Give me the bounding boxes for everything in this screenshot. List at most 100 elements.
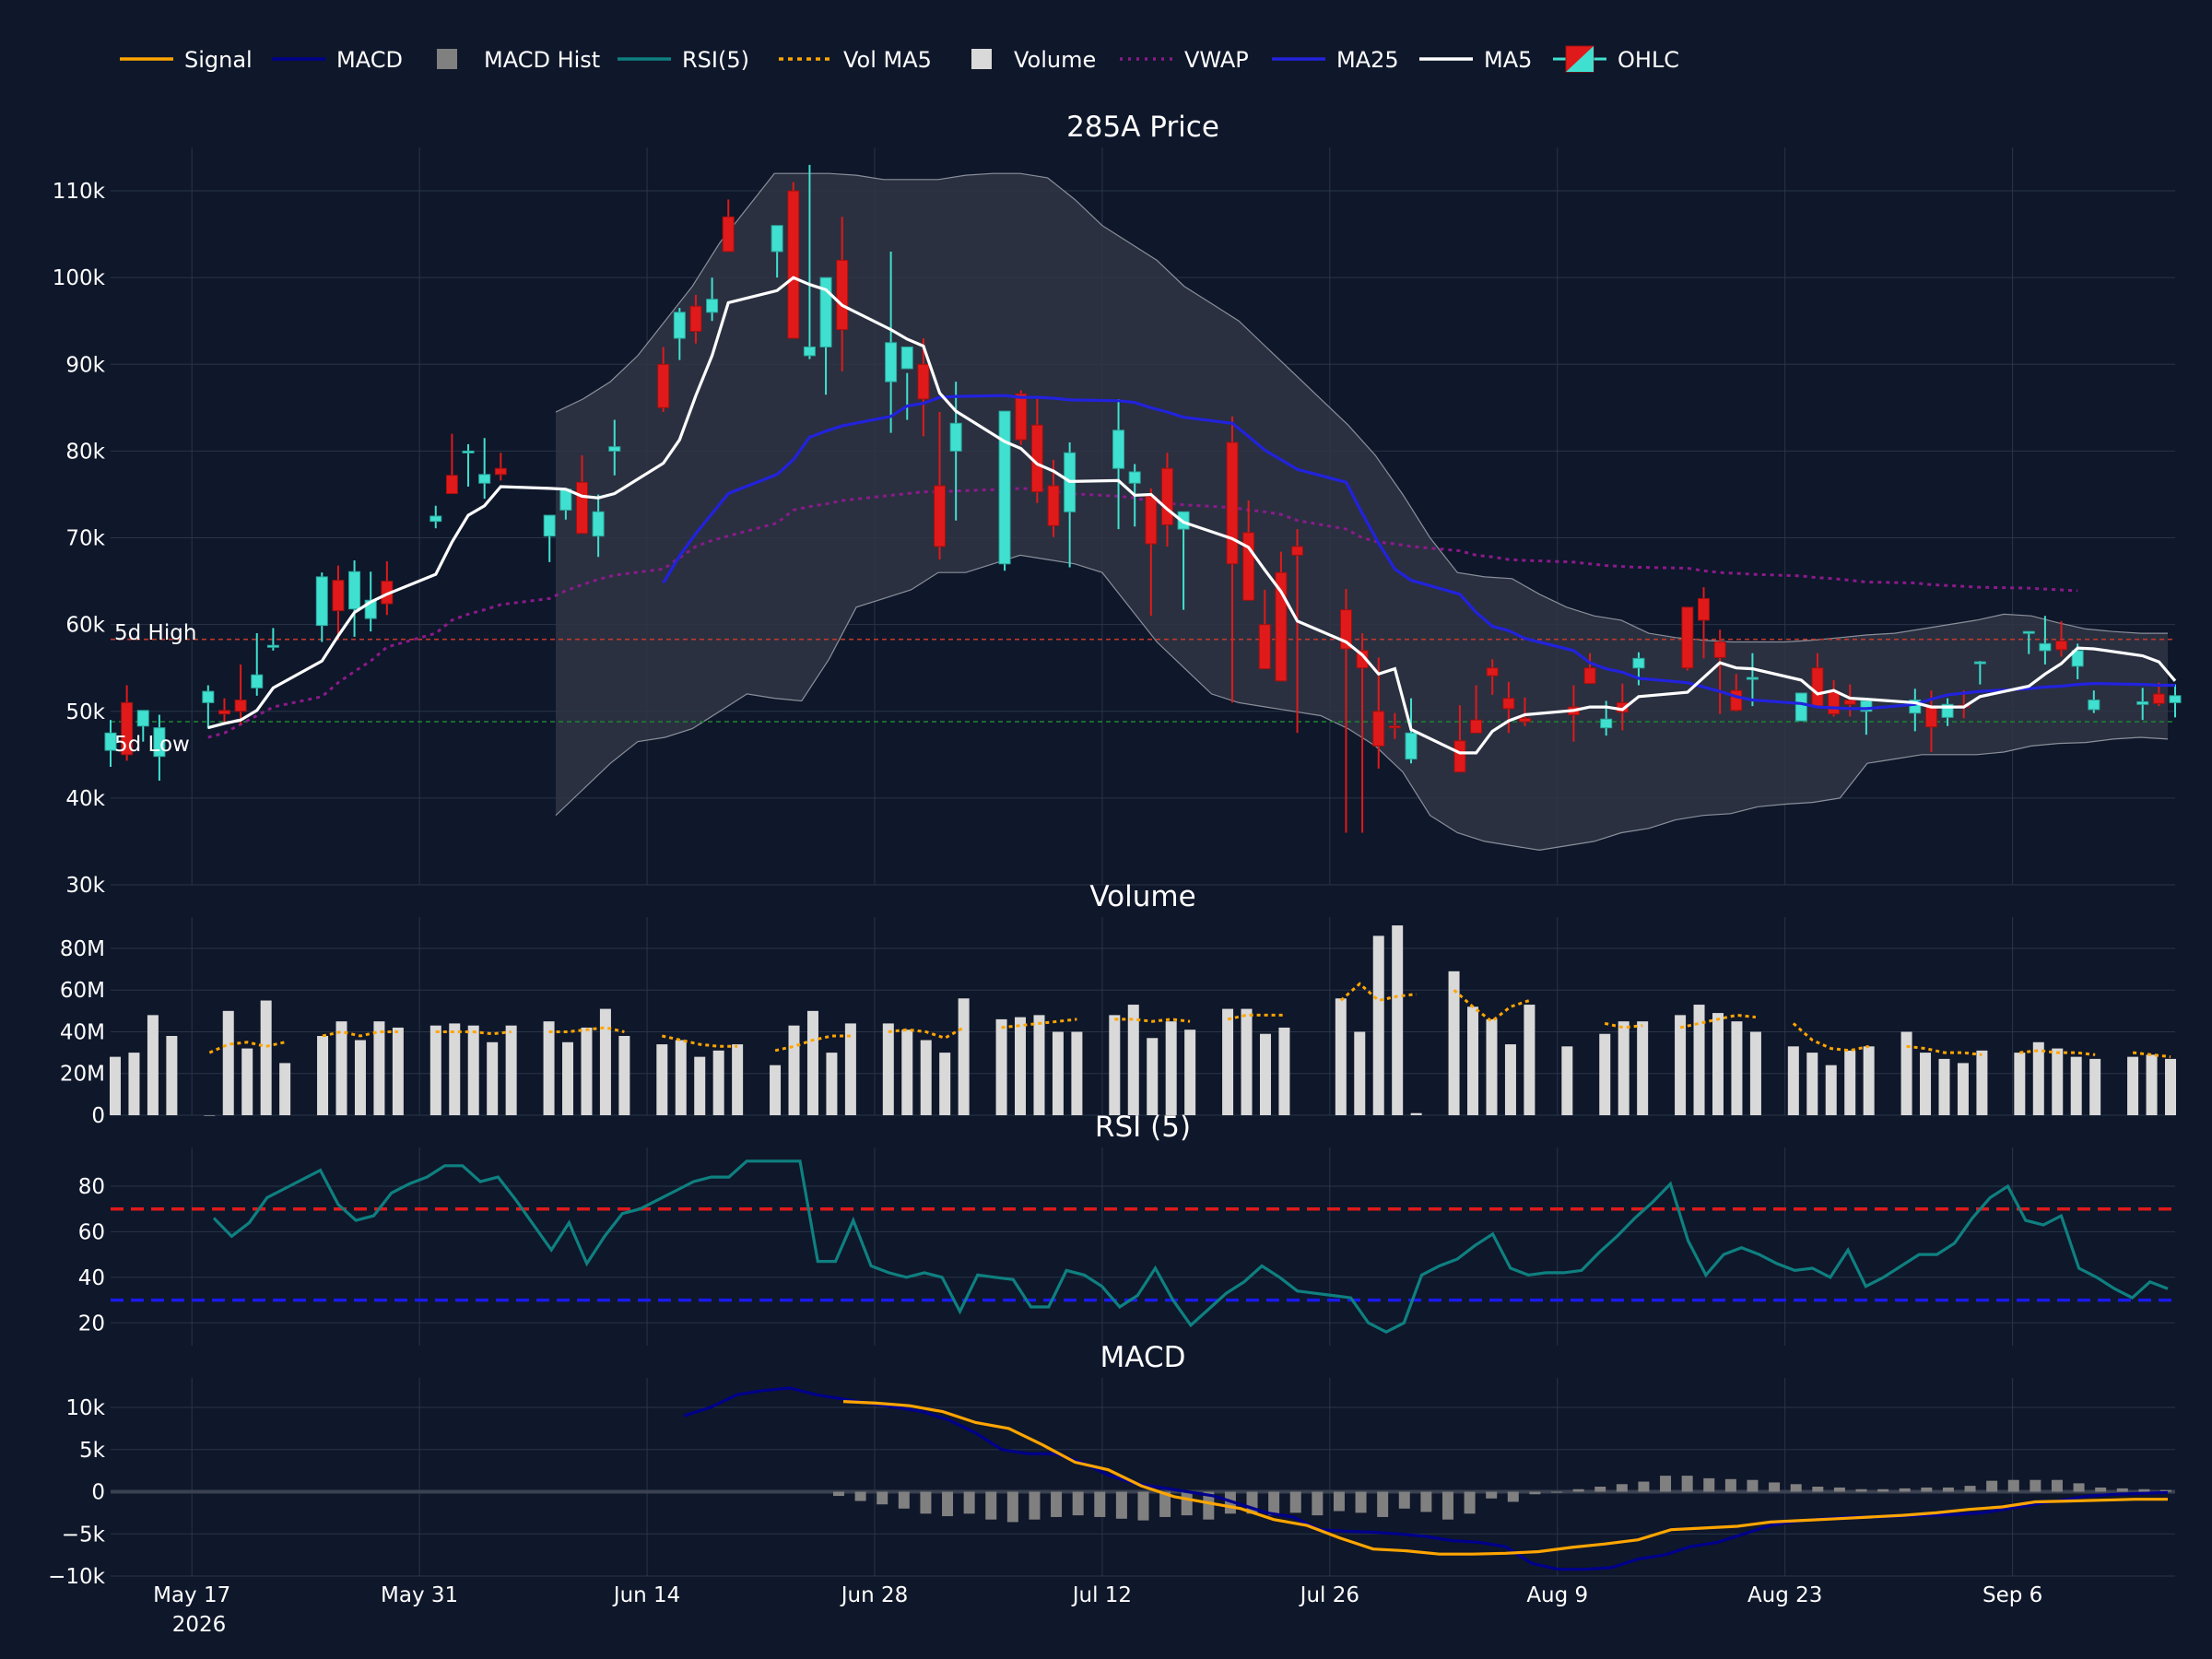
- price-tick-label: 60k: [65, 614, 105, 638]
- candle-body: [917, 363, 930, 400]
- macd-hist-bar: [2030, 1479, 2041, 1492]
- candle-body: [1258, 624, 1271, 670]
- macd-hist-bar: [1790, 1484, 1802, 1492]
- volume-bar: [1222, 1008, 1234, 1115]
- volume-bar: [2127, 1056, 2139, 1115]
- volume-bar: [2014, 1053, 2026, 1115]
- legend-swatch-square: [437, 49, 457, 69]
- candle-body: [1746, 677, 1759, 680]
- volume-bar: [166, 1036, 178, 1115]
- candle-body: [575, 481, 588, 535]
- candle-body: [771, 225, 783, 253]
- macd-hist-bar: [1029, 1491, 1041, 1520]
- volume-bar: [1806, 1053, 1818, 1115]
- price-tick-label: 90k: [65, 353, 105, 377]
- macd-hist-bar: [1464, 1491, 1476, 1514]
- candle-body: [689, 305, 702, 333]
- candle-body: [608, 446, 621, 452]
- volume-bar: [958, 998, 970, 1115]
- volume-bar: [1731, 1021, 1743, 1115]
- volume-ma5-line: [208, 982, 2171, 1059]
- rsi-tick-label: 40: [78, 1266, 105, 1290]
- volume-bar: [1259, 1033, 1271, 1115]
- candle-body: [803, 346, 816, 357]
- macd-hist-bar: [2160, 1489, 2171, 1492]
- macd-hist-bar: [1551, 1491, 1563, 1493]
- volume-bar: [467, 1025, 479, 1115]
- price-tick-label: 70k: [65, 527, 105, 551]
- candle-body: [1405, 732, 1418, 760]
- candle-body: [1015, 393, 1028, 441]
- price-tick-label: 100k: [53, 266, 106, 290]
- candle-body: [2055, 641, 2068, 651]
- macd-hist-bar: [1268, 1491, 1280, 1516]
- macd-hist-bar: [1660, 1476, 1672, 1492]
- volume-bar: [449, 1023, 461, 1115]
- macd-hist-bar: [1769, 1482, 1781, 1492]
- x-tick-label: May 17: [153, 1583, 230, 1607]
- legend-label: VWAP: [1184, 47, 1249, 73]
- volume-bar: [1561, 1046, 1573, 1115]
- candle-body: [266, 644, 279, 648]
- legend-label: Vol MA5: [843, 47, 932, 73]
- candle-body: [494, 467, 507, 476]
- candle-body: [315, 576, 328, 627]
- legend-label: RSI(5): [682, 47, 749, 73]
- legend-label: MACD Hist: [484, 47, 600, 73]
- macd-hist-bar: [1312, 1491, 1324, 1516]
- volume-bar: [429, 1025, 441, 1115]
- macd-hist-bar: [1398, 1491, 1410, 1509]
- macd-hist-bar: [1964, 1486, 1976, 1492]
- volume-bar: [939, 1053, 951, 1115]
- macd-hist-bar: [1747, 1479, 1759, 1492]
- ma5-line: [207, 276, 2177, 755]
- volume-bar: [110, 1056, 121, 1115]
- volume-bar: [1015, 1017, 1027, 1115]
- macd-hist-bar: [1572, 1488, 1584, 1492]
- candle-body: [1470, 719, 1483, 734]
- x-tick-label: Aug 23: [1747, 1583, 1823, 1607]
- candle-body: [1843, 700, 1856, 705]
- macd-hist-bar: [898, 1491, 910, 1509]
- macd-hist-bar: [1724, 1478, 1736, 1492]
- candle-body: [2136, 700, 2149, 705]
- volume-bar: [1920, 1053, 1932, 1115]
- volume-bar: [1467, 1006, 1479, 1115]
- volume-bar: [204, 1115, 216, 1116]
- volume-bar: [317, 1036, 329, 1115]
- x-tick-label: May 31: [381, 1583, 458, 1607]
- volume-bar: [2032, 1041, 2044, 1115]
- rsi-tick-label: 20: [78, 1312, 105, 1335]
- candle-body: [934, 485, 947, 547]
- price-panel-title: 285A Price: [1066, 111, 1219, 144]
- macd-hist-bar: [877, 1491, 888, 1505]
- volume-bar: [1165, 1021, 1177, 1115]
- macd-hist-bar: [1159, 1491, 1171, 1517]
- macd-hist-bar: [1986, 1480, 1998, 1492]
- bollinger-upper-line: [555, 172, 2168, 643]
- x-tick-label: Aug 9: [1526, 1583, 1588, 1607]
- candle-body: [1811, 667, 1824, 707]
- candle-body: [1583, 667, 1596, 685]
- candle-body: [787, 190, 800, 339]
- candle-body: [218, 710, 230, 715]
- legend-label: MACD: [336, 47, 403, 73]
- volume-bar: [354, 1040, 366, 1115]
- macd-hist-bar: [1181, 1491, 1193, 1516]
- macd-hist-bar: [1203, 1491, 1215, 1520]
- volume-bar: [882, 1023, 894, 1115]
- candle-body: [1486, 667, 1499, 677]
- volume-tick-label: 20M: [60, 1063, 105, 1087]
- rsi-tick-label: 80: [78, 1175, 105, 1199]
- macd-hist-bar: [833, 1491, 844, 1497]
- candle-body: [234, 700, 247, 712]
- candle-body: [1632, 657, 1645, 669]
- candle-body: [121, 701, 134, 756]
- volume-tick-label: 80M: [60, 937, 105, 961]
- candle-body: [1112, 429, 1125, 469]
- candle-body: [1242, 532, 1255, 601]
- candle-body: [1453, 740, 1466, 773]
- macd-hist-bar: [985, 1491, 997, 1520]
- macd-panel: [111, 1386, 2175, 1571]
